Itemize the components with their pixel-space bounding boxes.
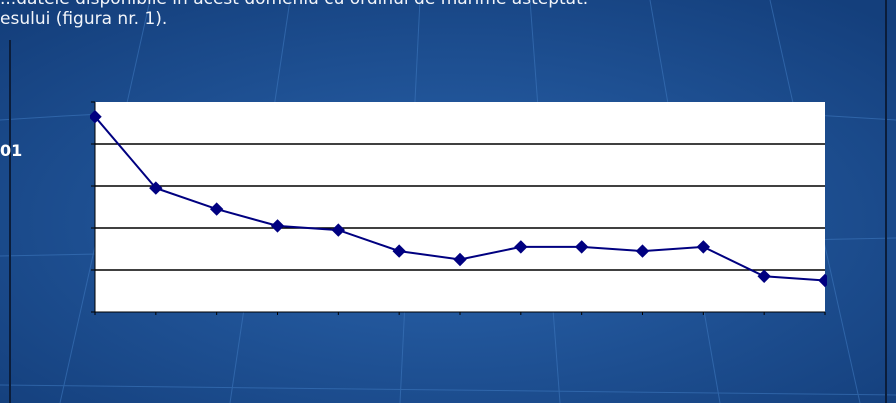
data-point-marker — [90, 109, 102, 124]
data-point-marker — [209, 202, 224, 216]
data-point-marker — [270, 219, 285, 233]
data-point-marker — [635, 244, 650, 258]
data-point-marker — [757, 269, 771, 284]
data-point-marker — [331, 223, 346, 237]
data-point-marker — [149, 181, 163, 195]
data-point-marker — [818, 273, 827, 288]
slide-text-line-1: ...datele disponibile in acest domeniu c… — [0, 0, 588, 9]
data-point-marker — [392, 244, 406, 258]
plot-area — [95, 102, 825, 312]
chart-svg — [90, 101, 827, 315]
data-point-marker — [514, 240, 528, 254]
data-point-marker — [453, 252, 467, 267]
data-point-marker — [574, 240, 589, 254]
data-point-marker — [696, 240, 711, 254]
side-label: 01 — [0, 141, 23, 160]
slide-text-line-2: esului (figura nr. 1). — [0, 9, 168, 29]
line-chart — [90, 100, 827, 315]
